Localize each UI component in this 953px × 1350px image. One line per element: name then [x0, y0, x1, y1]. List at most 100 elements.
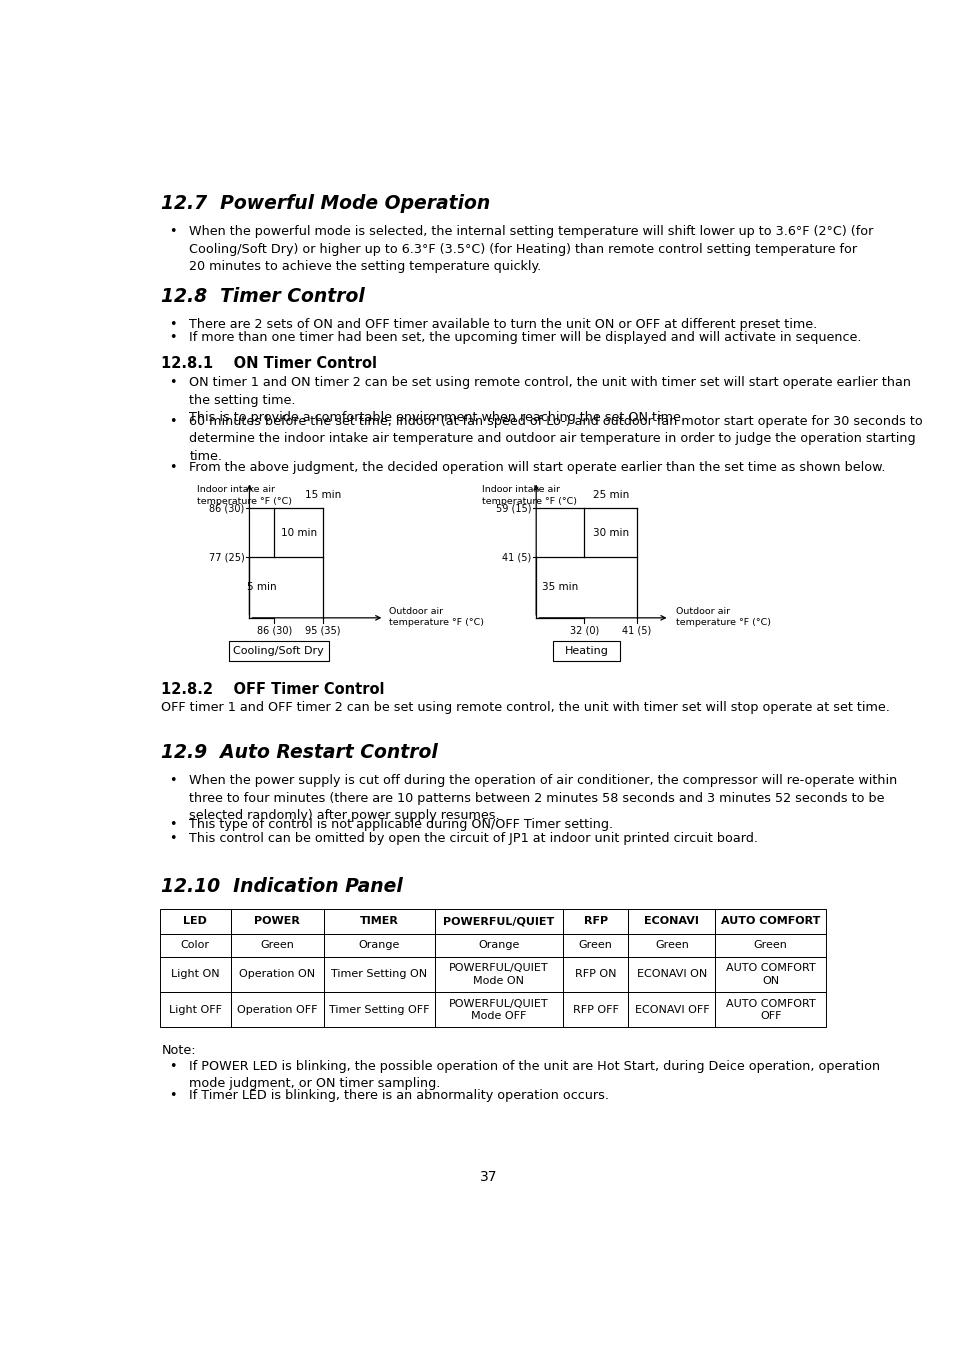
- Text: Orange: Orange: [358, 940, 399, 950]
- Bar: [324, 909, 435, 934]
- Text: Green: Green: [260, 940, 294, 950]
- Text: •: •: [169, 1089, 176, 1102]
- Text: 5 min: 5 min: [247, 582, 276, 593]
- Text: •: •: [169, 225, 176, 238]
- Text: Note:: Note:: [161, 1045, 195, 1057]
- Bar: [562, 934, 628, 957]
- Bar: [159, 934, 231, 957]
- Bar: [715, 992, 825, 1027]
- Text: POWERFUL/QUIET: POWERFUL/QUIET: [442, 917, 554, 926]
- Text: Indoor intake air
temperature °F (°C): Indoor intake air temperature °F (°C): [196, 486, 292, 505]
- Bar: [562, 992, 628, 1027]
- Text: 12.8  Timer Control: 12.8 Timer Control: [161, 286, 365, 305]
- Text: AUTO COMFORT: AUTO COMFORT: [720, 917, 820, 926]
- Text: 10 min: 10 min: [280, 528, 316, 537]
- Text: •: •: [169, 818, 176, 832]
- Text: RFP ON: RFP ON: [575, 969, 616, 979]
- Text: ECONAVI ON: ECONAVI ON: [636, 969, 706, 979]
- Text: AUTO COMFORT
OFF: AUTO COMFORT OFF: [725, 999, 815, 1021]
- Text: This control can be omitted by open the circuit of JP1 at indoor unit printed ci: This control can be omitted by open the …: [190, 832, 758, 845]
- Bar: [231, 909, 324, 934]
- Text: 86 (30): 86 (30): [256, 625, 292, 634]
- Text: 12.9  Auto Restart Control: 12.9 Auto Restart Control: [161, 744, 437, 763]
- Text: When the powerful mode is selected, the internal setting temperature will shift : When the powerful mode is selected, the …: [190, 225, 873, 273]
- Text: Timer Setting ON: Timer Setting ON: [331, 969, 427, 979]
- Text: 59 (15): 59 (15): [495, 504, 531, 513]
- Bar: [715, 957, 825, 992]
- Bar: [435, 909, 562, 934]
- Text: 86 (30): 86 (30): [209, 504, 244, 513]
- Text: 60 minutes before the set time, indoor (at fan speed of Lo-) and outdoor fan mot: 60 minutes before the set time, indoor (…: [190, 414, 923, 463]
- Bar: [628, 934, 715, 957]
- Bar: [159, 992, 231, 1027]
- Text: 37: 37: [479, 1170, 497, 1184]
- Bar: [628, 957, 715, 992]
- Text: This type of control is not applicable during ON/OFF Timer setting.: This type of control is not applicable d…: [190, 818, 613, 832]
- Text: 35 min: 35 min: [541, 582, 578, 593]
- Bar: [553, 640, 619, 662]
- Text: ON timer 1 and ON timer 2 can be set using remote control, the unit with timer s: ON timer 1 and ON timer 2 can be set usi…: [190, 377, 910, 424]
- Text: ECONAVI: ECONAVI: [644, 917, 699, 926]
- Text: 41 (5): 41 (5): [501, 552, 531, 562]
- Bar: [231, 934, 324, 957]
- Text: When the power supply is cut off during the operation of air conditioner, the co: When the power supply is cut off during …: [190, 774, 897, 822]
- Bar: [324, 934, 435, 957]
- Bar: [231, 957, 324, 992]
- Bar: [715, 909, 825, 934]
- Text: •: •: [169, 331, 176, 344]
- Text: AUTO COMFORT
ON: AUTO COMFORT ON: [725, 963, 815, 986]
- Bar: [435, 957, 562, 992]
- Text: RFP: RFP: [583, 917, 607, 926]
- Text: Orange: Orange: [477, 940, 518, 950]
- Bar: [435, 934, 562, 957]
- Text: Outdoor air
temperature °F (°C): Outdoor air temperature °F (°C): [675, 608, 770, 628]
- Text: 12.8.2    OFF Timer Control: 12.8.2 OFF Timer Control: [161, 682, 384, 697]
- Text: Light OFF: Light OFF: [169, 1004, 221, 1015]
- Text: RFP OFF: RFP OFF: [572, 1004, 618, 1015]
- Text: Timer Setting OFF: Timer Setting OFF: [329, 1004, 429, 1015]
- Text: 15 min: 15 min: [305, 490, 341, 500]
- Text: •: •: [169, 377, 176, 389]
- Bar: [628, 909, 715, 934]
- Bar: [562, 909, 628, 934]
- Text: •: •: [169, 460, 176, 474]
- Text: •: •: [169, 832, 176, 845]
- Text: LED: LED: [183, 917, 207, 926]
- Text: •: •: [169, 774, 176, 787]
- Text: Operation ON: Operation ON: [239, 969, 315, 979]
- Bar: [324, 992, 435, 1027]
- Text: Cooling/Soft Dry: Cooling/Soft Dry: [233, 645, 324, 656]
- Text: 41 (5): 41 (5): [621, 625, 651, 634]
- Text: Heating: Heating: [564, 645, 608, 656]
- Bar: [231, 992, 324, 1027]
- Text: OFF timer 1 and OFF timer 2 can be set using remote control, the unit with timer: OFF timer 1 and OFF timer 2 can be set u…: [161, 701, 889, 714]
- Text: 32 (0): 32 (0): [569, 625, 598, 634]
- Text: TIMER: TIMER: [359, 917, 398, 926]
- Text: If Timer LED is blinking, there is an abnormality operation occurs.: If Timer LED is blinking, there is an ab…: [190, 1089, 609, 1102]
- Text: •: •: [169, 414, 176, 428]
- Text: POWERFUL/QUIET
Mode ON: POWERFUL/QUIET Mode ON: [449, 963, 548, 986]
- Text: Green: Green: [655, 940, 688, 950]
- Text: •: •: [169, 1060, 176, 1073]
- Text: Indoor intake air
temperature °F (°C): Indoor intake air temperature °F (°C): [481, 486, 577, 505]
- Text: 95 (35): 95 (35): [305, 625, 340, 634]
- Text: There are 2 sets of ON and OFF timer available to turn the unit ON or OFF at dif: There are 2 sets of ON and OFF timer ava…: [190, 317, 817, 331]
- Bar: [715, 934, 825, 957]
- Text: 12.10  Indication Panel: 12.10 Indication Panel: [161, 876, 403, 895]
- Text: If more than one timer had been set, the upcoming timer will be displayed and wi: If more than one timer had been set, the…: [190, 331, 862, 344]
- Bar: [562, 957, 628, 992]
- Text: 12.8.1    ON Timer Control: 12.8.1 ON Timer Control: [161, 356, 377, 371]
- Bar: [159, 957, 231, 992]
- Text: Light ON: Light ON: [171, 969, 219, 979]
- Text: Color: Color: [180, 940, 210, 950]
- Text: POWERFUL/QUIET
Mode OFF: POWERFUL/QUIET Mode OFF: [449, 999, 548, 1021]
- Bar: [159, 909, 231, 934]
- Text: •: •: [169, 317, 176, 331]
- Bar: [435, 992, 562, 1027]
- Text: 12.7  Powerful Mode Operation: 12.7 Powerful Mode Operation: [161, 194, 490, 213]
- Text: Outdoor air
temperature °F (°C): Outdoor air temperature °F (°C): [389, 608, 483, 628]
- Bar: [628, 992, 715, 1027]
- Text: 77 (25): 77 (25): [209, 552, 244, 562]
- Text: From the above judgment, the decided operation will start operate earlier than t: From the above judgment, the decided ope…: [190, 460, 885, 474]
- Text: Green: Green: [578, 940, 612, 950]
